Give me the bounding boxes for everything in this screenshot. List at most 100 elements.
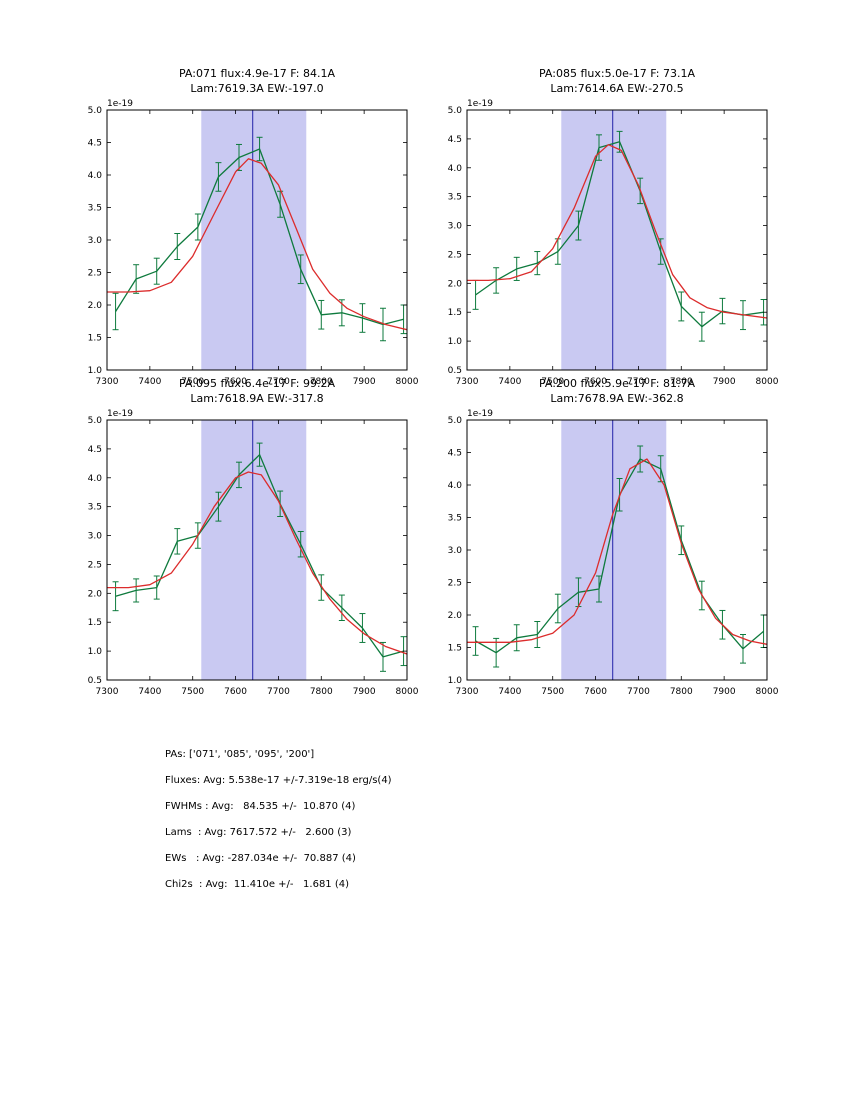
svg-text:2.0: 2.0 <box>88 589 103 599</box>
svg-text:0.5: 0.5 <box>88 676 102 686</box>
plot-canvas-pa071: 7300 7400 7500 7600 7700 7800 7900 8000 1.0 1.5 2.… <box>88 99 419 387</box>
svg-text:4.0: 4.0 <box>448 481 463 491</box>
svg-text:7800: 7800 <box>670 377 693 387</box>
svg-text:4.5: 4.5 <box>88 139 102 149</box>
svg-text:1e-19: 1e-19 <box>467 409 493 419</box>
svg-text:7700: 7700 <box>267 377 290 387</box>
subplot-title-line1: PA:085 flux:5.0e-17 F: 73.1A <box>539 67 695 80</box>
svg-text:4.5: 4.5 <box>88 445 102 455</box>
svg-text:7300: 7300 <box>96 687 119 697</box>
svg-text:4.0: 4.0 <box>88 171 103 181</box>
svg-text:2.5: 2.5 <box>448 250 462 260</box>
svg-text:2.0: 2.0 <box>448 611 463 621</box>
svg-text:7900: 7900 <box>353 687 376 697</box>
subplot-pa071: PA:071 flux:4.9e-17 F: 84.1A Lam:7619.3A… <box>62 66 424 388</box>
subplot-pa085: PA:085 flux:5.0e-17 F: 73.1A Lam:7614.6A… <box>422 66 784 388</box>
svg-text:1e-19: 1e-19 <box>467 99 493 109</box>
subplot-title-line2: Lam:7618.9A EW:-317.8 <box>190 392 324 405</box>
stats-line-chi2s: Chi2s : Avg: 11.410e +/- 1.681 (4) <box>165 879 350 890</box>
svg-text:7900: 7900 <box>353 377 376 387</box>
svg-text:3.5: 3.5 <box>448 193 462 203</box>
svg-text:7600: 7600 <box>584 377 607 387</box>
stats-summary: PAs: ['071', '085', '095', '200'] Fluxes… <box>165 742 392 898</box>
plot-canvas-pa200: 7300 7400 7500 7600 7700 7800 7900 8000 1.0 1.5 2.… <box>448 409 779 697</box>
subplot-title: PA:071 flux:4.9e-17 F: 84.1A Lam:7619.3A… <box>107 66 407 96</box>
svg-text:8000: 8000 <box>396 687 419 697</box>
svg-text:1.0: 1.0 <box>448 337 463 347</box>
subplot-title-line2: Lam:7614.6A EW:-270.5 <box>550 82 684 95</box>
svg-text:7900: 7900 <box>713 377 736 387</box>
svg-text:4.0: 4.0 <box>88 474 103 484</box>
svg-text:4.5: 4.5 <box>448 135 462 145</box>
subplot-title-line1: PA:095 flux:6.4e-17 F: 99.2A <box>179 377 335 390</box>
svg-text:1.5: 1.5 <box>88 334 102 344</box>
subplot-title: PA:085 flux:5.0e-17 F: 73.1A Lam:7614.6A… <box>467 66 767 96</box>
plot-canvas-pa095: 7300 7400 7500 7600 7700 7800 7900 8000 0.5 1.0 1.… <box>88 409 419 697</box>
svg-text:1e-19: 1e-19 <box>107 409 133 419</box>
svg-text:2.5: 2.5 <box>88 269 102 279</box>
svg-text:7500: 7500 <box>181 687 204 697</box>
svg-text:7800: 7800 <box>670 687 693 697</box>
subplot-pa200: PA:200 flux:5.9e-17 F: 81.7A Lam:7678.9A… <box>422 376 784 698</box>
subplot-pa095: PA:095 flux:6.4e-17 F: 99.2A Lam:7618.9A… <box>62 376 424 698</box>
plot-canvas-pa085: 7300 7400 7500 7600 7700 7800 7900 8000 0.5 1.0 1.… <box>448 99 779 387</box>
svg-text:7300: 7300 <box>456 377 479 387</box>
stats-line-fluxes: Fluxes: Avg: 5.538e-17 +/-7.319e-18 erg/… <box>165 775 392 786</box>
svg-text:1e-19: 1e-19 <box>107 99 133 109</box>
subplot-title-line1: PA:200 flux:5.9e-17 F: 81.7A <box>539 377 695 390</box>
svg-text:3.0: 3.0 <box>88 236 103 246</box>
svg-text:1.0: 1.0 <box>88 647 103 657</box>
svg-text:2.5: 2.5 <box>448 579 462 589</box>
svg-text:4.5: 4.5 <box>448 449 462 459</box>
svg-text:1.0: 1.0 <box>88 366 103 376</box>
svg-text:3.0: 3.0 <box>88 532 103 542</box>
svg-text:8000: 8000 <box>396 377 419 387</box>
svg-text:5.0: 5.0 <box>448 106 463 116</box>
svg-text:5.0: 5.0 <box>88 416 103 426</box>
svg-text:7400: 7400 <box>138 687 161 697</box>
svg-text:7600: 7600 <box>584 687 607 697</box>
svg-text:7300: 7300 <box>456 687 479 697</box>
subplot-title-line1: PA:071 flux:4.9e-17 F: 84.1A <box>179 67 335 80</box>
svg-text:7800: 7800 <box>310 687 333 697</box>
svg-text:7600: 7600 <box>224 377 247 387</box>
svg-text:7400: 7400 <box>138 377 161 387</box>
subplot-title: PA:200 flux:5.9e-17 F: 81.7A Lam:7678.9A… <box>467 376 767 406</box>
subplot-title-line2: Lam:7678.9A EW:-362.8 <box>550 392 684 405</box>
svg-text:4.0: 4.0 <box>448 164 463 174</box>
svg-text:7400: 7400 <box>498 687 521 697</box>
svg-text:7700: 7700 <box>627 377 650 387</box>
svg-text:7700: 7700 <box>627 687 650 697</box>
svg-text:5.0: 5.0 <box>88 106 103 116</box>
svg-text:1.5: 1.5 <box>448 308 462 318</box>
svg-text:3.5: 3.5 <box>448 514 462 524</box>
subplot-title-line2: Lam:7619.3A EW:-197.0 <box>190 82 324 95</box>
svg-text:7800: 7800 <box>310 377 333 387</box>
svg-text:8000: 8000 <box>756 687 779 697</box>
svg-text:3.0: 3.0 <box>448 222 463 232</box>
svg-text:1.5: 1.5 <box>88 618 102 628</box>
svg-text:3.0: 3.0 <box>448 546 463 556</box>
svg-text:1.0: 1.0 <box>448 676 463 686</box>
svg-text:7700: 7700 <box>267 687 290 697</box>
svg-text:2.0: 2.0 <box>448 279 463 289</box>
svg-text:7900: 7900 <box>713 687 736 697</box>
svg-text:8000: 8000 <box>756 377 779 387</box>
svg-text:7400: 7400 <box>498 377 521 387</box>
svg-text:3.5: 3.5 <box>88 204 102 214</box>
stats-line-pas: PAs: ['071', '085', '095', '200'] <box>165 749 315 760</box>
svg-text:7600: 7600 <box>224 687 247 697</box>
subplot-title: PA:095 flux:6.4e-17 F: 99.2A Lam:7618.9A… <box>107 376 407 406</box>
svg-text:7500: 7500 <box>181 377 204 387</box>
svg-text:3.5: 3.5 <box>88 503 102 513</box>
svg-text:7300: 7300 <box>96 377 119 387</box>
svg-text:7500: 7500 <box>541 377 564 387</box>
svg-text:5.0: 5.0 <box>448 416 463 426</box>
stats-line-lams: Lams : Avg: 7617.572 +/- 2.600 (3) <box>165 827 352 838</box>
stats-line-ews: EWs : Avg: -287.034e +/- 70.887 (4) <box>165 853 356 864</box>
svg-text:7500: 7500 <box>541 687 564 697</box>
svg-text:0.5: 0.5 <box>448 366 462 376</box>
stats-line-fwhms: FWHMs : Avg: 84.535 +/- 10.870 (4) <box>165 801 356 812</box>
svg-text:2.5: 2.5 <box>88 560 102 570</box>
